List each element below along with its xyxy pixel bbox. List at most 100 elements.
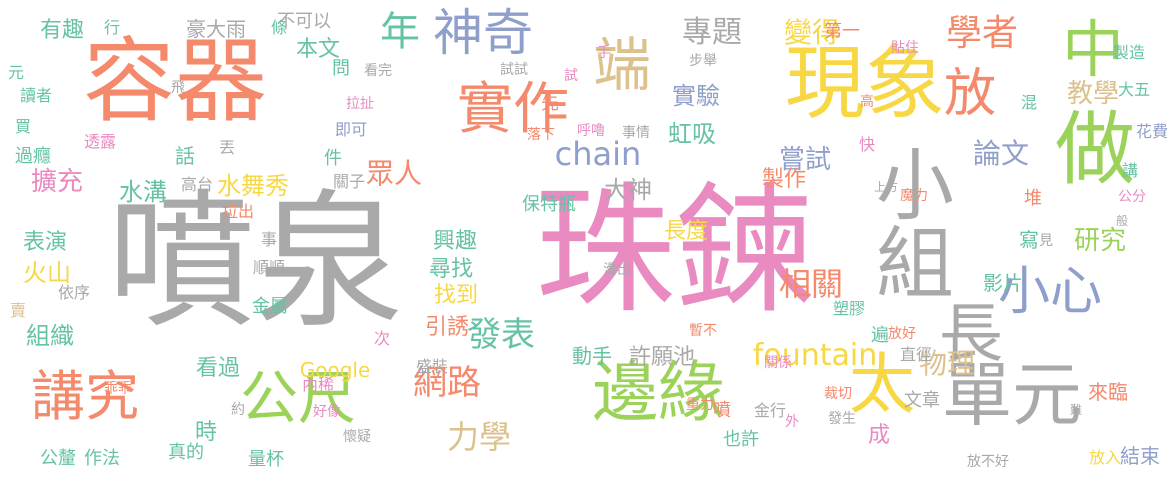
word-89: 塑膠 <box>832 299 866 318</box>
word-138: 放不好 <box>967 454 1009 470</box>
word-123: 快 <box>858 135 876 154</box>
word-88: 金行 <box>753 401 787 420</box>
word-134: 重力 <box>686 397 714 413</box>
word-90: 放入 <box>1088 448 1122 467</box>
word-136: 發生 <box>828 411 856 427</box>
word-51: 動手 <box>572 344 612 368</box>
word-135: 外 <box>785 414 799 430</box>
word-62: 來臨 <box>1088 380 1128 404</box>
word-32: 嘗試 <box>778 145 832 175</box>
word-102: 順順 <box>252 258 286 277</box>
word-27: 相關 <box>778 265 844 303</box>
word-122: 高 <box>860 94 874 110</box>
word-45: 興趣 <box>432 229 478 254</box>
word-4: 邊緣 <box>592 354 724 431</box>
word-17: 太 <box>849 346 915 423</box>
word-42: 本文 <box>295 37 341 62</box>
word-7: 中 <box>1061 13 1125 86</box>
word-48: 找到 <box>433 283 479 308</box>
word-57: 影片 <box>983 271 1023 295</box>
word-41: 不可以 <box>277 11 331 32</box>
word-114: 試試 <box>500 62 528 78</box>
word-129: 滑出 <box>603 262 631 278</box>
word-131: 放好 <box>888 326 916 342</box>
word-133: 裁切 <box>824 386 852 402</box>
word-70: 時 <box>194 420 218 445</box>
word-37: 水溝 <box>119 178 167 206</box>
word-20: 專題 <box>682 15 742 50</box>
word-12: 長 <box>939 298 1003 372</box>
word-130: 暫不 <box>689 323 717 339</box>
word-26: 力學 <box>446 418 512 456</box>
word-124: 上方 <box>873 180 899 194</box>
word-75: 真的 <box>168 442 204 463</box>
word-8: 實作 <box>457 77 569 142</box>
word-128: 見 <box>1039 233 1053 249</box>
word-119: 呼嚕 <box>577 123 605 139</box>
word-28: 物理 <box>918 347 976 380</box>
word-0: 噴泉 <box>107 176 403 348</box>
word-18: 年 <box>380 9 420 55</box>
word-78: 遍 <box>871 325 889 346</box>
word-16: 小心 <box>997 262 1103 322</box>
word-125: 魔力 <box>900 188 928 204</box>
word-100: 拉出 <box>221 202 255 221</box>
word-65: 花費 <box>1135 122 1169 141</box>
word-44: 製作 <box>761 167 807 192</box>
word-94: 讀者 <box>19 86 53 105</box>
word-11: 端 <box>592 31 652 99</box>
word-95: 買 <box>14 117 32 136</box>
word-71: 也許 <box>723 429 759 450</box>
word-40: 豪大雨 <box>186 17 246 41</box>
word-2: 容器 <box>82 28 268 135</box>
word-25: 網路 <box>413 363 481 403</box>
word-115: 試 <box>564 68 578 84</box>
word-105: 次 <box>373 329 391 348</box>
word-107: 乖乖 <box>104 381 132 397</box>
word-85: 先 <box>541 93 559 114</box>
word-52: 組織 <box>26 322 74 350</box>
word-104: 賣 <box>9 301 27 320</box>
word-77: 金屬 <box>252 296 288 317</box>
word-1: 珠鍊 <box>534 170 816 333</box>
word-76: 公釐 <box>40 448 76 469</box>
word-68: 製造 <box>1112 43 1146 62</box>
word-87: 盛裝 <box>415 357 449 376</box>
word-127: 般 <box>1115 214 1129 228</box>
word-80: 過癮 <box>15 146 51 167</box>
word-67: 大五 <box>1117 80 1151 99</box>
word-56: 火山 <box>23 259 71 287</box>
word-19: 學者 <box>945 13 1019 54</box>
word-29: 論文 <box>972 137 1030 170</box>
word-110: 懷疑 <box>343 429 371 445</box>
word-79: 直徑 <box>899 345 933 364</box>
word-132: 關係 <box>764 355 792 371</box>
word-101: 事 <box>260 230 278 249</box>
word-30: 教學 <box>1066 79 1120 109</box>
word-46: 長度 <box>663 219 709 244</box>
word-43: 大神 <box>604 176 652 204</box>
word-39: 有趣 <box>39 18 85 43</box>
word-98: 高台 <box>180 175 214 194</box>
word-54: Google <box>299 358 371 382</box>
word-5: 做 <box>1055 103 1135 196</box>
word-93: 元 <box>7 63 25 82</box>
word-74: 作法 <box>84 448 120 469</box>
word-113: 飛 <box>171 80 185 96</box>
word-81: 話 <box>175 144 195 168</box>
word-55: 表演 <box>22 230 68 255</box>
word-69: 第一 <box>824 21 860 42</box>
word-58: 寫 <box>1019 228 1039 252</box>
word-111: 看完 <box>364 63 392 79</box>
word-83: 問 <box>332 58 350 79</box>
word-47: 尋找 <box>428 257 474 282</box>
word-35: 眾人 <box>365 157 423 190</box>
word-72: 噴 <box>713 400 731 421</box>
word-109: 好像 <box>313 404 341 420</box>
word-22: chain <box>554 135 642 173</box>
word-97: 丟 <box>218 138 236 157</box>
word-120: 事情 <box>622 125 650 141</box>
word-23: fountain <box>752 338 878 373</box>
word-86: 保特瓶 <box>522 194 576 215</box>
